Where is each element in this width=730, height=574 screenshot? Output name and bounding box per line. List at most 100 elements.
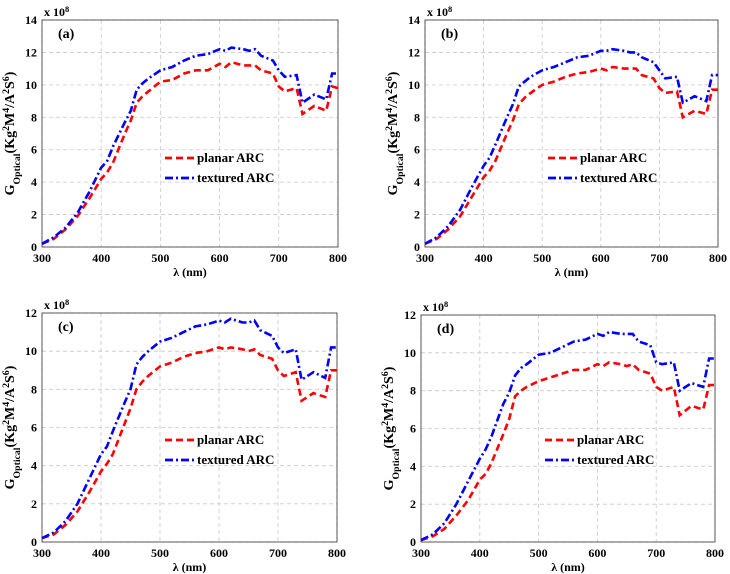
- y-tick-label: 2: [31, 208, 37, 222]
- y-tick-label: 4: [414, 175, 420, 189]
- series-line-textured-arc: [424, 47, 718, 245]
- superscript: 8: [65, 5, 69, 14]
- text-part: x 10: [44, 5, 65, 19]
- text-part: (Kg: [3, 425, 18, 448]
- y-tick-label: 10: [25, 344, 37, 358]
- superscript: 2: [384, 126, 395, 131]
- y-tick-label: 6: [31, 421, 37, 435]
- superscript: 6: [1, 76, 12, 81]
- y-tick-label: 2: [414, 208, 420, 222]
- superscript: 2: [384, 89, 395, 94]
- y-tick-label: 14: [408, 13, 420, 27]
- y-tick-label: 4: [31, 459, 37, 473]
- x-tick-label: 500: [530, 546, 548, 560]
- plot-frame: [420, 314, 716, 543]
- y-tick-label: 12: [25, 306, 37, 320]
- y-tick-label: 6: [31, 143, 37, 157]
- x-tick-label: 500: [533, 251, 551, 265]
- text-part: /A: [386, 93, 401, 109]
- text-part: G: [386, 184, 401, 195]
- superscript: 4: [1, 402, 12, 407]
- x-tick-label: 400: [92, 251, 110, 265]
- text-part: ): [3, 71, 18, 76]
- x-tick-label: 800: [328, 546, 346, 560]
- text-part: /A: [3, 387, 18, 403]
- legend-label: planar ARC: [197, 432, 264, 447]
- axis-exponent: x 108: [44, 298, 69, 313]
- legend: planar ARC textured ARC: [165, 150, 274, 185]
- y-tick-label: 12: [25, 45, 37, 59]
- y-tick-label: 10: [408, 78, 420, 92]
- panel-label: (b): [441, 27, 458, 42]
- y-tick-label: 8: [414, 110, 420, 124]
- x-tick-label: 800: [329, 251, 347, 265]
- text-part: (Kg: [3, 131, 18, 154]
- panel-label: (a): [58, 27, 75, 42]
- panel-label: (c): [58, 320, 74, 335]
- plot-frame: [41, 19, 339, 248]
- y-tick-label: 2: [31, 497, 37, 511]
- text-part: ): [386, 71, 401, 76]
- x-tick-label: 400: [92, 546, 110, 560]
- y-tick-label: 8: [31, 382, 37, 396]
- superscript: 4: [384, 108, 395, 113]
- text-part: x 10: [423, 300, 444, 314]
- y-axis-label: GOptical(Kg2M4/A2S6): [1, 365, 23, 489]
- x-tick-label: 500: [151, 251, 169, 265]
- x-tick-label: 600: [210, 546, 228, 560]
- text-part: M: [3, 113, 18, 126]
- superscript: 8: [444, 300, 448, 309]
- superscript: 2: [380, 421, 391, 426]
- x-axis-label: λ (nm): [173, 560, 207, 574]
- y-tick-label: 6: [410, 422, 416, 436]
- text-part: M: [3, 407, 18, 420]
- legend-label: textured ARC: [577, 452, 654, 467]
- y-tick-label: 12: [404, 308, 416, 322]
- y-tick-label: 8: [31, 110, 37, 124]
- subscript: Optical: [395, 153, 406, 184]
- series-line-planar-arc: [420, 360, 715, 542]
- legend-label: planar ARC: [580, 150, 647, 165]
- x-tick-label: 600: [592, 251, 610, 265]
- series-line-textured-arc: [41, 317, 337, 540]
- series-line-planar-arc: [424, 65, 718, 245]
- y-tick-label: 14: [25, 13, 37, 27]
- y-tick-label: 10: [404, 346, 416, 360]
- y-tick-label: 0: [31, 240, 37, 254]
- x-axis-label: λ (nm): [555, 265, 589, 279]
- y-tick-label: 0: [410, 535, 416, 549]
- x-axis-label: λ (nm): [173, 265, 207, 279]
- text-part: x 10: [44, 298, 65, 312]
- superscript: 2: [1, 420, 12, 425]
- x-tick-label: 600: [588, 546, 606, 560]
- superscript: 6: [1, 370, 12, 375]
- x-tick-label: 400: [475, 251, 493, 265]
- text-part: M: [386, 113, 401, 126]
- legend: planar ARC textured ARC: [548, 150, 657, 185]
- axis-exponent: x 108: [44, 5, 69, 20]
- superscript: 8: [65, 298, 69, 307]
- text-part: S: [386, 81, 401, 89]
- text-part: G: [382, 479, 397, 490]
- text-part: ): [382, 366, 397, 371]
- axis-exponent: x 108: [423, 300, 448, 315]
- superscript: 6: [380, 371, 391, 376]
- panel-label: (d): [437, 322, 454, 337]
- x-tick-label: 800: [709, 251, 727, 265]
- subscript: Optical: [12, 153, 23, 184]
- x-tick-label: 300: [416, 251, 434, 265]
- text-part: /A: [3, 93, 18, 109]
- superscript: 2: [1, 383, 12, 388]
- x-tick-label: 700: [269, 546, 287, 560]
- y-axis-label: GOptical(Kg2M4/A2S6): [380, 366, 402, 490]
- y-tick-label: 0: [31, 535, 37, 549]
- legend-label: textured ARC: [580, 170, 657, 185]
- superscript: 4: [1, 108, 12, 113]
- x-tick-label: 800: [706, 546, 724, 560]
- text-part: (Kg: [386, 131, 401, 154]
